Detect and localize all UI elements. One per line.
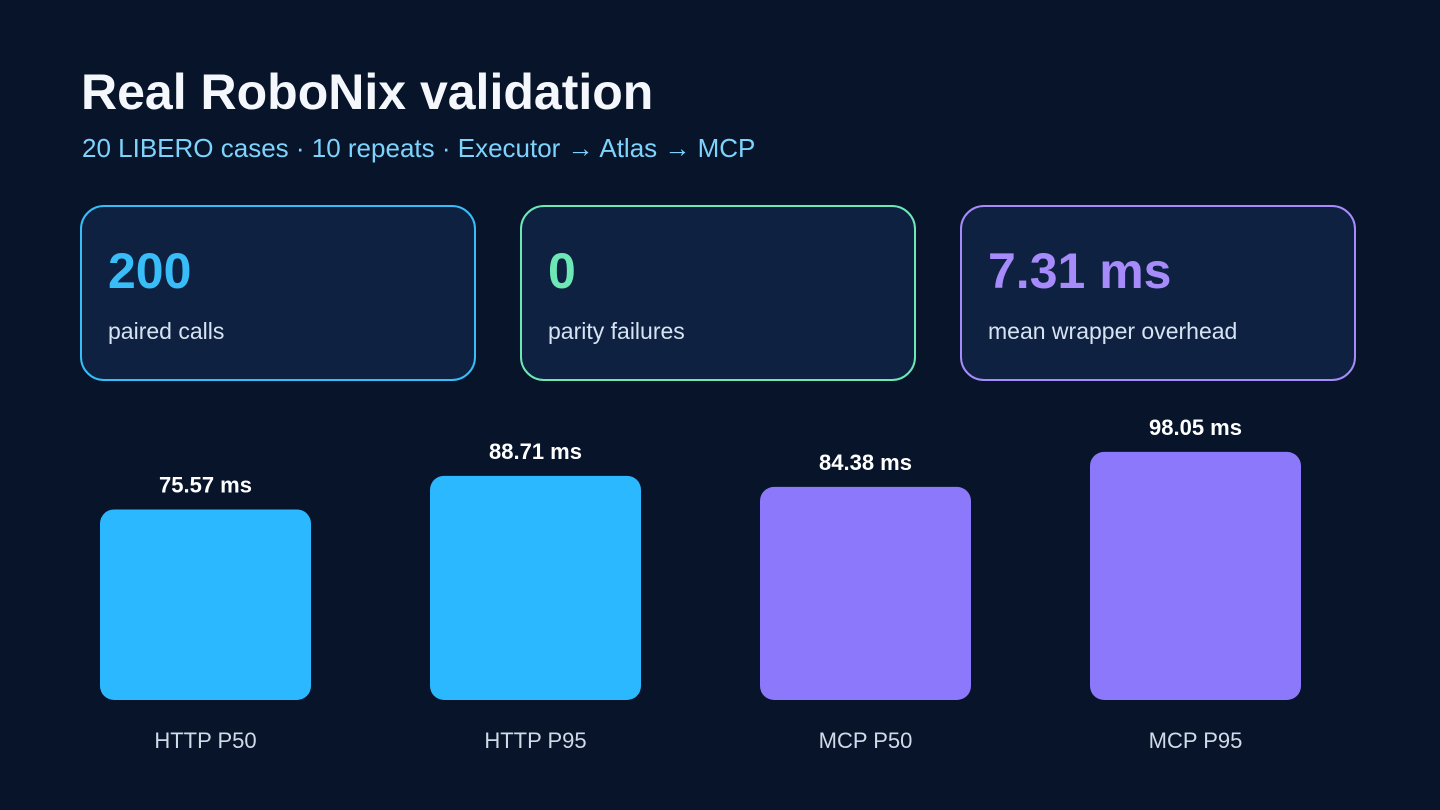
stat-card-parity-failures: 0 parity failures: [520, 205, 916, 381]
bar-value-label: 84.38 ms: [819, 450, 912, 475]
stat-card-wrapper-overhead: 7.31 ms mean wrapper overhead: [960, 205, 1356, 381]
stat-label: parity failures: [548, 318, 685, 344]
stat-label: mean wrapper overhead: [988, 318, 1238, 344]
category-label: MCP P50: [819, 728, 913, 753]
bar-mcp-p50: [760, 486, 971, 700]
stat-value: 7.31 ms: [988, 243, 1172, 299]
category-label: HTTP P95: [484, 728, 586, 753]
bar-value-label: 88.71 ms: [489, 439, 582, 464]
bar-http-p95: [430, 475, 641, 700]
bar-value-label: 98.05 ms: [1149, 415, 1242, 440]
stat-card-paired-calls: 200 paired calls: [80, 205, 476, 381]
bar-mcp-p95: [1090, 451, 1301, 700]
stat-value: 0: [548, 243, 576, 299]
bar-value-label: 75.57 ms: [159, 472, 252, 497]
bar-http-p50: [100, 509, 311, 700]
stat-label: paired calls: [108, 318, 225, 344]
category-label: MCP P95: [1149, 728, 1243, 753]
page-title: Real RoboNix validation: [81, 64, 654, 120]
category-label: HTTP P50: [154, 728, 256, 753]
page-subtitle: 20 LIBERO cases · 10 repeats · Executor …: [82, 133, 756, 163]
stat-value: 200: [108, 243, 192, 299]
